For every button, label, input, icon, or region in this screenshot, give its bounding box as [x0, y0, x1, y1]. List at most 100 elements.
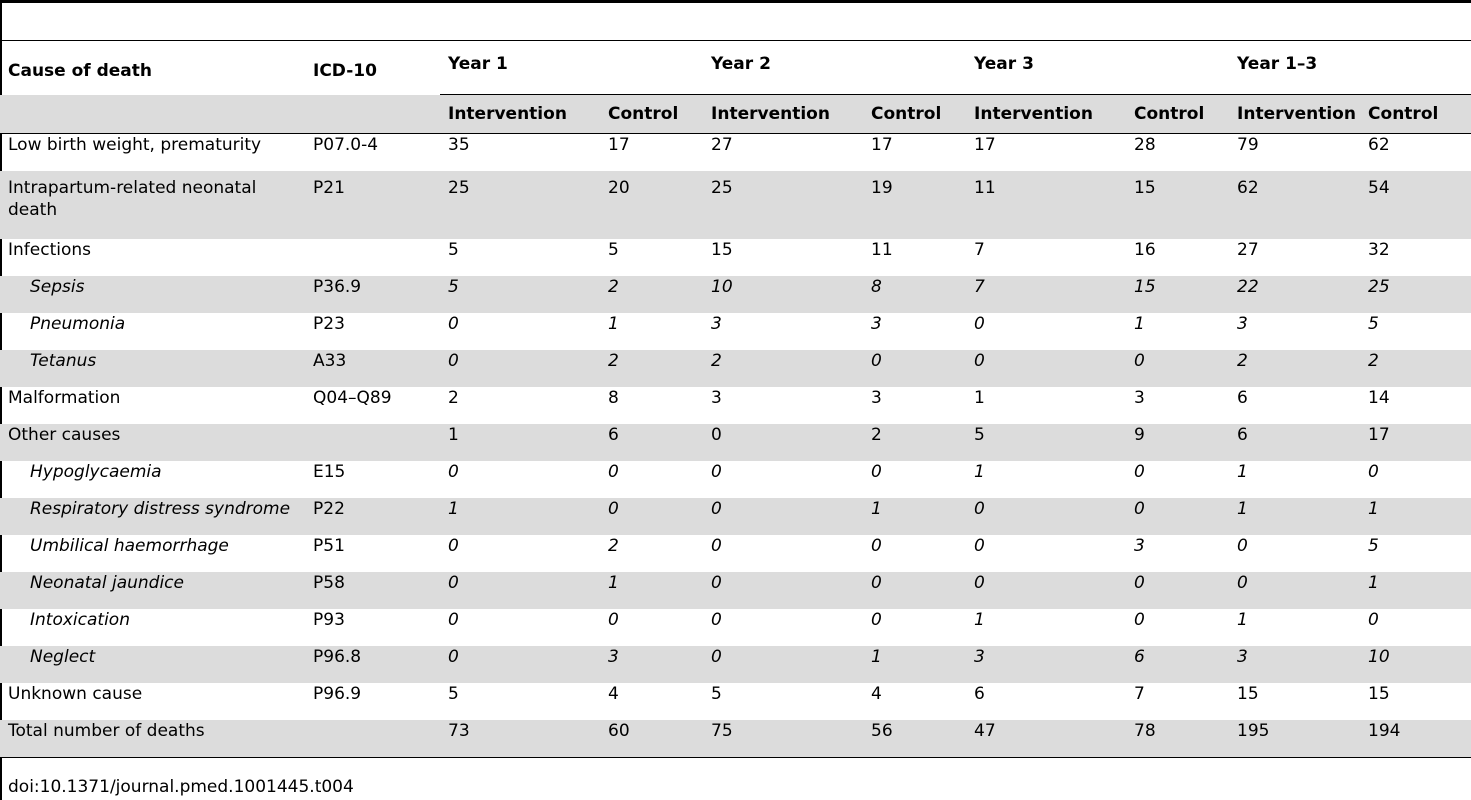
value-cell: 1: [1368, 573, 1379, 593]
value-cell: 5: [1368, 536, 1379, 556]
value-cell: 25: [448, 178, 470, 198]
value-cell: 3: [1237, 314, 1248, 334]
header-cause: Cause of death: [8, 60, 153, 81]
value-cell: 0: [871, 610, 882, 630]
value-cell: 2: [448, 388, 459, 408]
value-cell: 0: [711, 610, 722, 630]
value-cell: 15: [1134, 277, 1156, 297]
value-cell: 1: [974, 388, 985, 408]
value-cell: 1: [1237, 499, 1248, 519]
value-cell: 20: [608, 178, 630, 198]
value-cell: 15: [711, 240, 733, 260]
value-cell: 2: [711, 351, 722, 371]
cause-cell: Pneumonia: [30, 314, 126, 334]
value-cell: 0: [1237, 536, 1248, 556]
value-cell: 5: [974, 425, 985, 445]
value-cell: 1: [974, 610, 985, 630]
value-cell: 79: [1237, 135, 1259, 155]
value-cell: 17: [1368, 425, 1390, 445]
value-cell: 1: [1368, 499, 1379, 519]
value-cell: 4: [871, 684, 882, 704]
icd-cell: P51: [313, 536, 345, 556]
header-control: Control: [863, 94, 967, 134]
icd-cell: E15: [313, 462, 346, 482]
cause-cell: Malformation: [8, 388, 121, 408]
header-row-arms: Intervention Control Intervention Contro…: [0, 94, 1471, 134]
value-cell: 0: [974, 536, 985, 556]
table-row: Pneumonia P23 0 1 3 3 0 1 3 5: [0, 313, 1471, 350]
value-cell: 73: [440, 720, 600, 758]
value-cell: 25: [711, 178, 733, 198]
value-cell: 195: [1229, 720, 1361, 758]
cause-cell: Hypoglycaemia: [30, 462, 162, 482]
value-cell: 0: [448, 536, 459, 556]
value-cell: 2: [1237, 351, 1248, 371]
value-cell: 0: [974, 499, 985, 519]
value-cell: 2: [608, 351, 619, 371]
value-cell: 5: [448, 277, 459, 297]
value-cell: 35: [448, 135, 470, 155]
icd-cell: P96.9: [313, 684, 362, 704]
cause-cell: Intrapartum-related neonatal death: [8, 178, 257, 220]
value-cell: 17: [974, 135, 996, 155]
icd-cell: Q04–Q89: [313, 388, 392, 408]
value-cell: 1: [448, 499, 459, 519]
value-cell: 19: [871, 178, 893, 198]
table-doi: doi:10.1371/journal.pmed.1001445.t004: [8, 777, 354, 797]
value-cell: 6: [974, 684, 985, 704]
value-cell: 6: [1237, 425, 1248, 445]
value-cell: 8: [608, 388, 619, 408]
table-row: Umbilical haemorrhage P51 0 2 0 0 0 3 0 5: [0, 535, 1471, 572]
value-cell: 78: [1126, 720, 1230, 758]
header-intervention: Intervention: [1229, 94, 1361, 134]
value-cell: 0: [974, 314, 985, 334]
cause-cell: Respiratory distress syndrome: [30, 499, 291, 519]
value-cell: 0: [608, 462, 619, 482]
value-cell: 32: [1368, 240, 1390, 260]
value-cell: 1: [871, 499, 882, 519]
value-cell: 0: [711, 536, 722, 556]
value-cell: 0: [608, 499, 619, 519]
value-cell: 0: [448, 314, 459, 334]
value-cell: 0: [711, 499, 722, 519]
icd-cell: [305, 239, 440, 276]
value-cell: 28: [1134, 135, 1156, 155]
table-row: Tetanus A33 0 2 2 0 0 0 2 2: [0, 350, 1471, 387]
value-cell: 1: [1134, 314, 1145, 334]
value-cell: 1: [448, 425, 459, 445]
header-year-1-3: Year 1–3: [1229, 47, 1471, 95]
header-row-groups: Cause of death ICD-10 Year 1 Year 2 Year…: [0, 47, 1471, 95]
value-cell: 0: [1368, 462, 1379, 482]
cause-cell: Tetanus: [30, 351, 97, 371]
value-cell: 3: [1134, 388, 1145, 408]
value-cell: 5: [448, 240, 459, 260]
value-cell: 0: [711, 462, 722, 482]
value-cell: 0: [871, 351, 882, 371]
table-row: Infections 5 5 15 11 7 16 27 32: [0, 239, 1471, 276]
table-row: Hypoglycaemia E15 0 0 0 0 1 0 1 0: [0, 461, 1471, 498]
left-border: [0, 0, 2, 800]
value-cell: 0: [711, 425, 722, 445]
value-cell: 60: [600, 720, 704, 758]
value-cell: 54: [1368, 178, 1390, 198]
value-cell: 0: [448, 462, 459, 482]
value-cell: 3: [871, 314, 882, 334]
value-cell: 11: [871, 240, 893, 260]
table-top-rule: [0, 0, 1471, 3]
value-cell: 62: [1237, 178, 1259, 198]
value-cell: 6: [1237, 388, 1248, 408]
value-cell: 194: [1360, 720, 1471, 758]
icd-cell: P07.0-4: [313, 135, 379, 155]
value-cell: 6: [1134, 647, 1145, 667]
table-row: Neonatal jaundice P58 0 1 0 0 0 0 0 1: [0, 572, 1471, 609]
value-cell: 0: [974, 573, 985, 593]
value-cell: 0: [871, 536, 882, 556]
value-cell: 7: [1134, 684, 1145, 704]
value-cell: 3: [711, 314, 722, 334]
value-cell: 3: [608, 647, 619, 667]
cause-cell: Neglect: [30, 647, 96, 667]
value-cell: 27: [1237, 240, 1259, 260]
header-year-1: Year 1: [440, 47, 704, 95]
value-cell: 0: [711, 647, 722, 667]
value-cell: 7: [974, 277, 985, 297]
